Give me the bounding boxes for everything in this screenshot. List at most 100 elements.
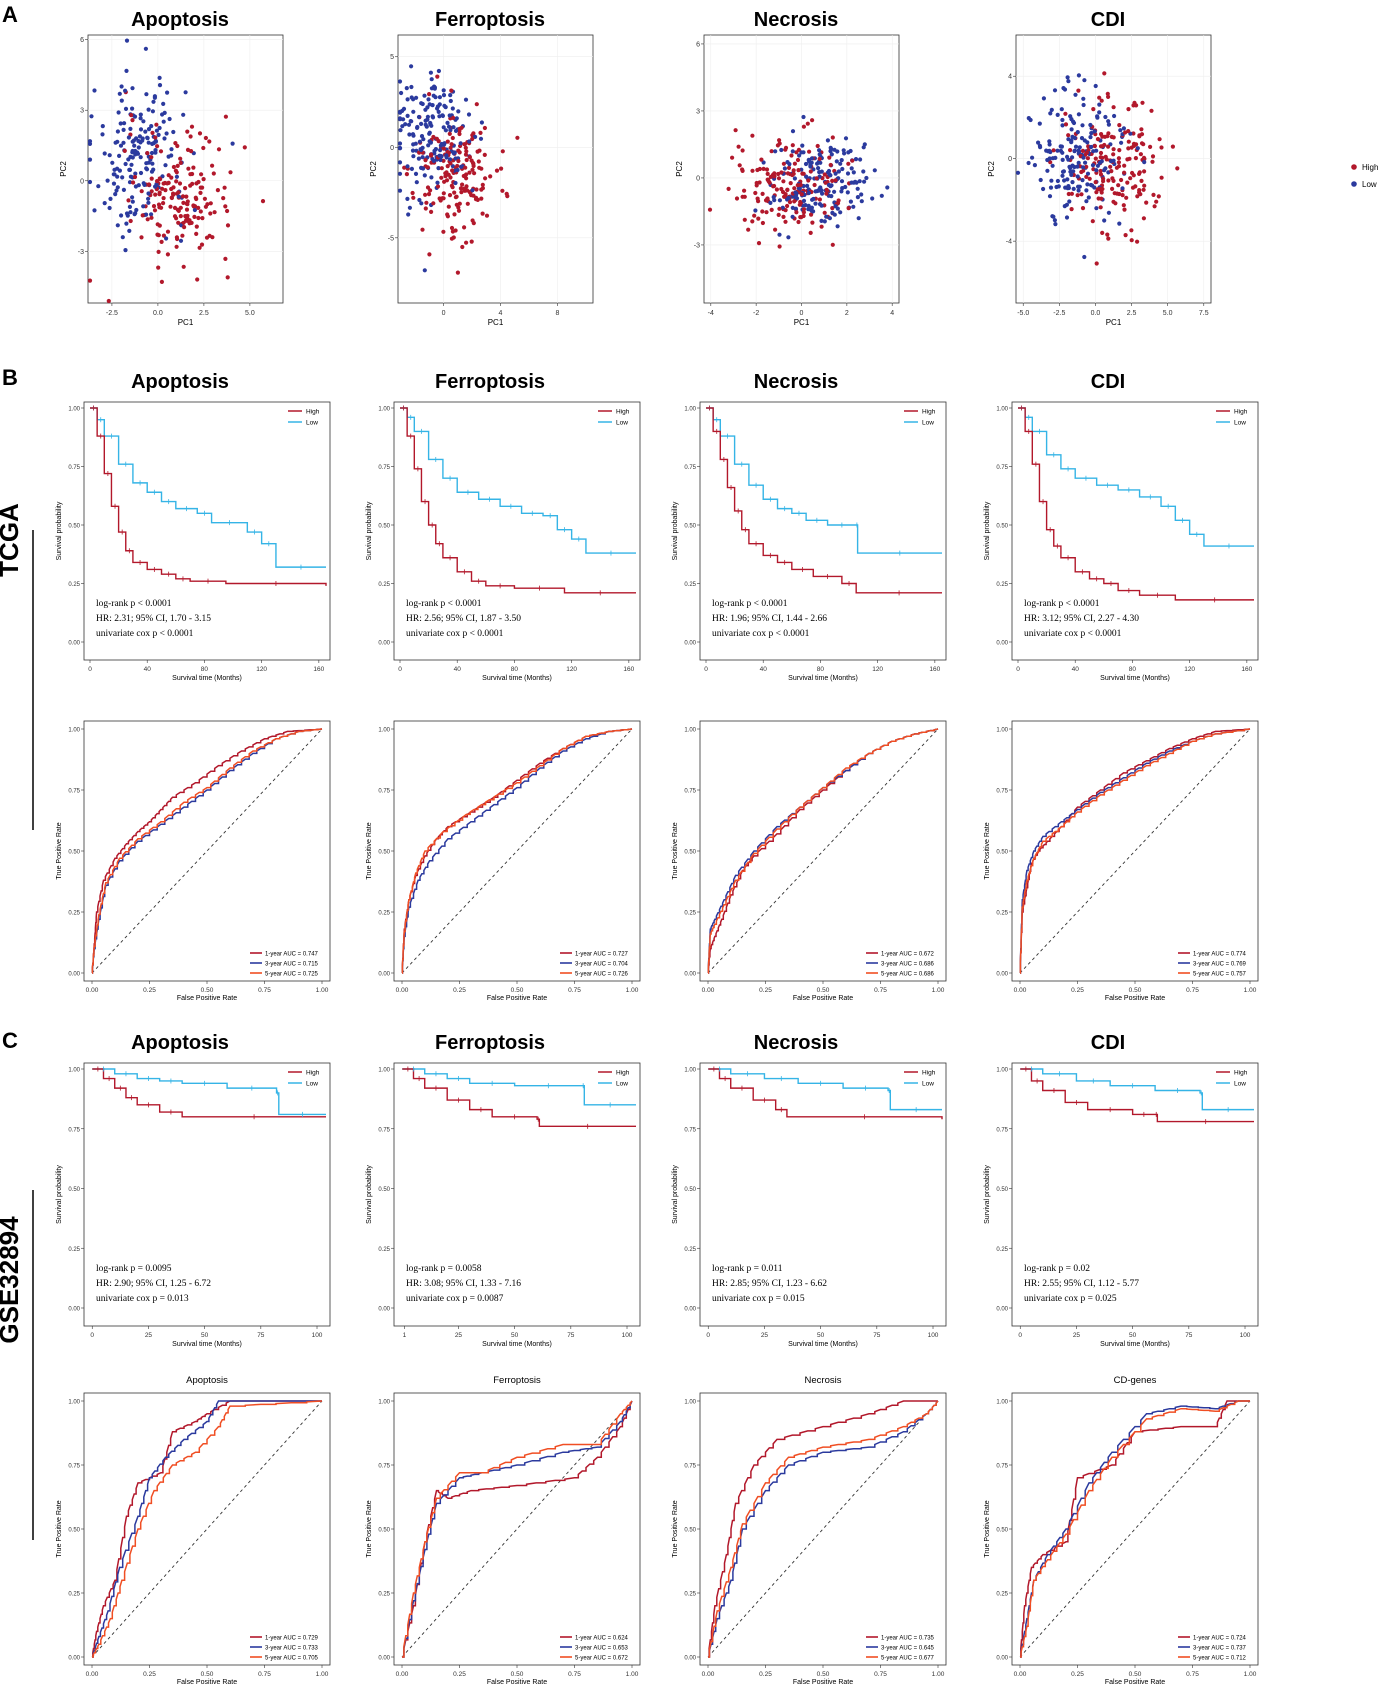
point-high (181, 200, 186, 205)
point-low (848, 199, 854, 204)
point-low (406, 122, 412, 127)
x-tick-label: 0.25 (1071, 1671, 1084, 1678)
point-low (124, 68, 129, 73)
y-tick-label: 0.75 (996, 789, 1008, 795)
point-low (435, 180, 440, 185)
point-high (106, 298, 111, 304)
km-frame (699, 1062, 947, 1327)
point-low (470, 188, 475, 193)
point-low (832, 147, 837, 152)
point-high (178, 156, 183, 161)
point-high (122, 148, 127, 153)
point-low (817, 202, 823, 207)
roc-plot-2: 0.00 0.25 0.50 0.75 1.00 1.00 0.75 0.50 0.25 0.00… (672, 720, 947, 1002)
point-low (409, 166, 414, 171)
point-low (1075, 164, 1080, 169)
point-low (761, 160, 766, 165)
km-stat-line: HR: 1.96; 95% CI, 1.44 - 2.66 (712, 614, 827, 624)
x-axis-label: Survival time (Months) (482, 1341, 552, 1348)
point-low (832, 189, 837, 194)
x-tick-label: 120 (566, 666, 577, 673)
x-axis-label: PC1 (794, 318, 810, 327)
y-axis-label: True Positive Rate (984, 822, 991, 879)
point-high (198, 185, 203, 190)
point-high (1108, 164, 1113, 169)
point-high (777, 138, 782, 143)
x-tick-label: 0.00 (1014, 987, 1027, 994)
point-low (169, 153, 174, 158)
point-high (448, 145, 453, 150)
point-low (422, 268, 427, 273)
point-high (1106, 178, 1111, 183)
point-high (761, 166, 766, 171)
point-low (1045, 168, 1050, 173)
point-low (419, 121, 424, 126)
point-low (828, 173, 833, 178)
point-low (419, 134, 425, 139)
y-tick-label: 0.00 (378, 1307, 390, 1313)
y-axis-label: PC2 (675, 161, 684, 177)
point-high (453, 195, 458, 200)
point-low (448, 128, 453, 133)
point-high (734, 196, 740, 201)
point-low (438, 148, 443, 153)
point-high (154, 122, 159, 127)
point-low (397, 171, 403, 176)
point-high (174, 235, 179, 240)
point-high (808, 230, 813, 235)
x-axis-label: False Positive Rate (177, 995, 237, 1002)
point-low (1085, 171, 1091, 176)
point-high (1122, 170, 1127, 175)
point-low (111, 181, 117, 186)
point-low (842, 151, 847, 156)
point-high (201, 177, 206, 182)
km-plot-necrosis: Necrosis 0 25 50 75 100 1.00 0.75 0.50 0.25 0.00 Su… (672, 1032, 947, 1348)
point-high (1142, 183, 1147, 188)
point-high (469, 193, 474, 198)
point-high (1099, 132, 1104, 137)
point-low (1077, 145, 1082, 150)
point-high (1080, 206, 1086, 211)
point-high (785, 187, 790, 192)
point-low (1059, 107, 1064, 112)
point-high (1097, 95, 1102, 100)
x-tick-label: 0 (442, 310, 446, 317)
point-low (443, 128, 448, 133)
x-tick-label: 50 (817, 1332, 825, 1339)
point-low (409, 95, 414, 100)
point-high (455, 163, 460, 169)
point-low (121, 140, 126, 145)
point-low (130, 139, 135, 144)
legend-label-1: 1-year AUC = 0.727 (575, 952, 629, 958)
point-low (121, 127, 126, 132)
point-high (1066, 191, 1071, 197)
point-high (1117, 123, 1122, 128)
point-high (801, 207, 807, 212)
x-tick-label: 2.5 (199, 310, 209, 317)
point-high (467, 170, 472, 175)
point-low (790, 129, 796, 134)
point-low (448, 93, 453, 98)
km-curve-low (706, 407, 942, 554)
point-low (478, 136, 484, 141)
y-axis-label: True Positive Rate (366, 822, 373, 879)
point-high (1137, 170, 1142, 175)
point-low (450, 106, 455, 111)
point-high (157, 190, 162, 195)
y-axis-label: Survival probability (366, 501, 373, 560)
point-low (162, 110, 167, 115)
x-tick-label: 25 (761, 1332, 769, 1339)
y-tick-label: 1.00 (68, 1400, 80, 1406)
pca-title: Necrosis (754, 9, 839, 31)
point-low (437, 95, 442, 100)
point-low (864, 175, 869, 181)
point-low (809, 156, 815, 161)
point-low (452, 150, 457, 155)
km-stat-line: univariate cox p = 0.013 (96, 1294, 189, 1304)
point-low (1091, 149, 1096, 154)
point-high (817, 156, 822, 161)
point-low (136, 145, 141, 150)
legend-label-3: 5-year AUC = 0.677 (881, 1656, 935, 1662)
y-axis-label: Survival probability (56, 501, 63, 560)
x-tick-label: 0.75 (568, 1671, 581, 1678)
